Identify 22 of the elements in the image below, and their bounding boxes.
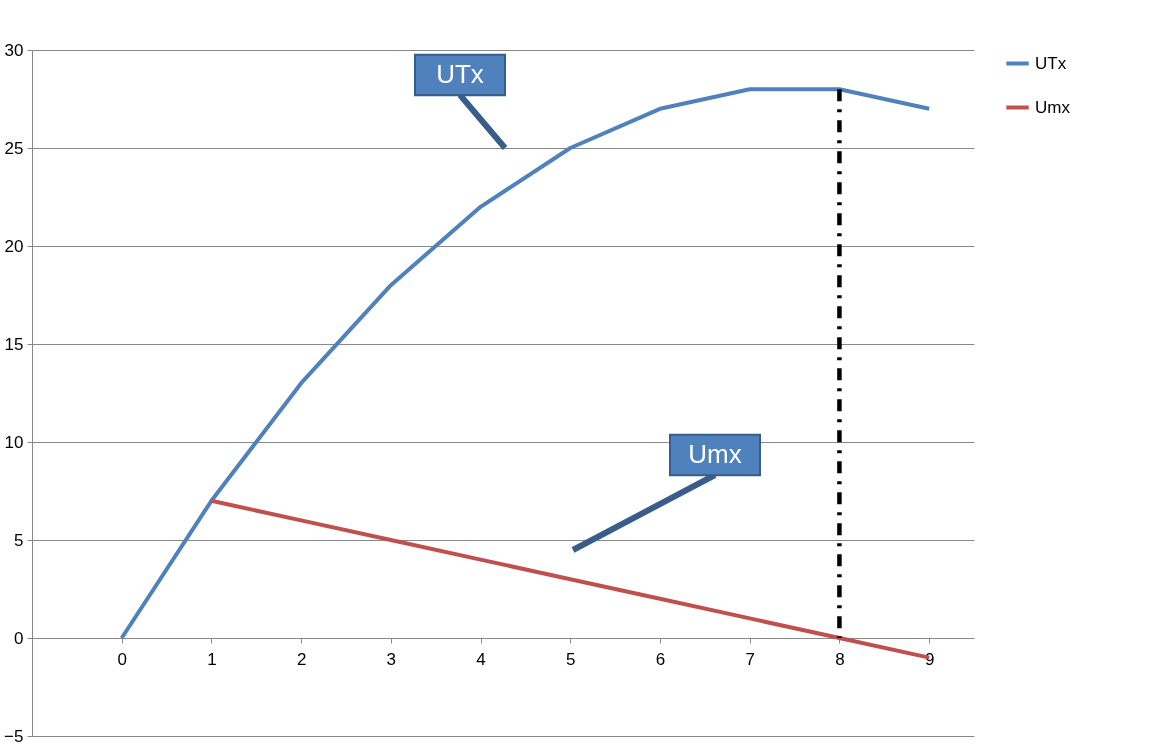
x-tick-label: 7	[745, 649, 755, 669]
x-tick-label: 5	[566, 649, 576, 669]
x-tick-label: 0	[117, 649, 127, 669]
x-tick-label: 6	[655, 649, 666, 669]
x-tick-label: 1	[207, 649, 217, 669]
annotation: Umx	[688, 439, 742, 469]
x-tick-label: 8	[835, 649, 845, 669]
y-tick-label: 25	[4, 138, 24, 158]
y-tick-label: 5	[14, 530, 24, 550]
line-series	[119, 87, 932, 640]
y-tick-label: −5	[4, 726, 24, 746]
legend-label: Umx	[1035, 97, 1071, 117]
y-tick-label: 10	[4, 432, 24, 452]
annotation: UTx	[436, 59, 484, 89]
y-tick-label: 0	[14, 628, 24, 648]
y-tick-label: 20	[4, 236, 24, 256]
legend-label: UTx	[1035, 53, 1067, 73]
y-tick-label: 15	[4, 334, 24, 354]
y-tick-label: 30	[4, 40, 24, 60]
x-tick-label: 4	[476, 649, 486, 669]
x-tick-label: 3	[386, 649, 397, 669]
x-tick-label: 2	[296, 649, 307, 669]
